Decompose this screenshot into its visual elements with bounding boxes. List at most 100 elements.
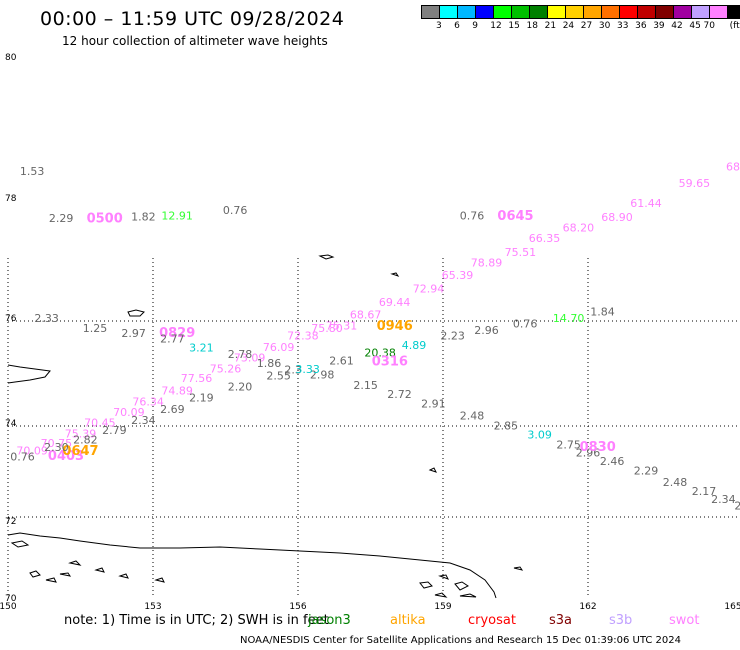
legend-item-cryosat: cryosat bbox=[468, 613, 516, 628]
wave-height-value: 68.20 bbox=[563, 222, 595, 235]
wave-height-value: 14.70 bbox=[553, 312, 585, 325]
wave-height-value: 2.34 bbox=[711, 493, 736, 506]
note-text: note: 1) Time is in UTC; 2) SWH is in fe… bbox=[64, 613, 329, 628]
wave-height-value: 2.30 bbox=[44, 441, 69, 454]
coastline-segment bbox=[59, 572, 72, 577]
lat-label: 76 bbox=[5, 314, 17, 324]
wave-height-value: 2.61 bbox=[329, 354, 354, 367]
wave-height-value: 68.90 bbox=[601, 211, 633, 224]
wave-height-value: 70.45 bbox=[84, 417, 116, 430]
wave-height-value: 2.96 bbox=[474, 324, 499, 337]
wave-height-value: 3.33 bbox=[295, 363, 320, 376]
wave-height-value: 2.82 bbox=[73, 433, 98, 446]
wave-height-value: 77.56 bbox=[181, 372, 213, 385]
colorbar-tick-label: 9 bbox=[472, 21, 478, 31]
wave-height-value: 1.84 bbox=[590, 306, 615, 319]
wave-height-value: 66.35 bbox=[529, 232, 561, 245]
pass-time-label: 0403 bbox=[48, 449, 84, 464]
legend-item-s3a: s3a bbox=[549, 613, 573, 628]
colorbar-tick-label: 3 bbox=[436, 21, 442, 31]
lon-label: 159 bbox=[434, 602, 451, 612]
lon-label: 153 bbox=[144, 602, 161, 612]
colorbar-tick-label: 70 bbox=[703, 21, 715, 31]
wave-height-value: 2.20 bbox=[228, 380, 253, 393]
wave-height-value: 2.33 bbox=[34, 312, 59, 325]
colorbar-tick-label: 18 bbox=[526, 21, 538, 31]
coastline-segment bbox=[68, 560, 82, 566]
pass-time-label: 0830 bbox=[580, 440, 616, 455]
wave-height-value: 2.55 bbox=[266, 369, 291, 382]
wave-height-value: 12.91 bbox=[161, 209, 193, 222]
wave-height-value: 68 bbox=[726, 161, 740, 174]
colorbar-tick-label: 45 bbox=[689, 21, 701, 31]
wave-height-value: 0.76 bbox=[10, 451, 35, 464]
lon-label: 165 bbox=[724, 602, 740, 612]
wave-height-value: 3.09 bbox=[527, 428, 552, 441]
pass-time-label: 0829 bbox=[159, 326, 195, 341]
wave-height-value: 0.76 bbox=[223, 204, 248, 217]
coastline-segment bbox=[94, 567, 105, 573]
wave-height-value: 2.48 bbox=[663, 476, 688, 489]
graticule bbox=[7, 258, 740, 598]
wave-height-value: 2 bbox=[734, 499, 740, 512]
colorbar-tick-label: 12 bbox=[490, 21, 502, 31]
wave-height-value: 75.51 bbox=[505, 246, 537, 259]
lat-label: 80 bbox=[5, 53, 17, 63]
coastline-segment bbox=[434, 592, 448, 598]
wave-height-value: 2.85 bbox=[494, 420, 519, 433]
lat-label: 72 bbox=[5, 517, 16, 527]
wave-height-value: 76.34 bbox=[132, 395, 164, 408]
colorbar-tick-label: 6 bbox=[454, 21, 460, 31]
wave-height-value: 75.26 bbox=[210, 362, 242, 375]
colorbar-swatch bbox=[727, 5, 740, 19]
wave-height-value: 2.46 bbox=[600, 455, 625, 468]
coastline-segment bbox=[29, 570, 41, 578]
coastline-segment bbox=[390, 272, 400, 277]
wave-height-value: 20.38 bbox=[364, 347, 396, 360]
colorbar-tick-label: 36 bbox=[635, 21, 647, 31]
wave-height-value: 2.3 bbox=[284, 363, 302, 376]
lat-label: 70 bbox=[5, 594, 17, 604]
coastline-segment bbox=[438, 574, 450, 580]
pass-time-label: 0647 bbox=[62, 444, 98, 459]
wave-height-value: 73.09 bbox=[234, 352, 266, 365]
pass-time-label: 0946 bbox=[377, 319, 413, 334]
wave-height-value: 2.96 bbox=[576, 446, 601, 459]
lon-label: 162 bbox=[579, 602, 596, 612]
coastline-segment bbox=[118, 573, 129, 579]
coastline-segment bbox=[45, 577, 57, 583]
wave-height-value: 2.79 bbox=[102, 424, 127, 437]
colorbar-tick-label: 42 bbox=[671, 21, 683, 31]
colorbar-tick-label: 21 bbox=[544, 21, 557, 31]
coastline-segment bbox=[428, 467, 437, 473]
wave-height-value: 70.75 bbox=[41, 437, 73, 450]
wave-height-value: 2.75 bbox=[556, 439, 581, 452]
wave-height-value: 75.80 bbox=[311, 322, 343, 335]
colorbar-tick-label: (ft) bbox=[729, 21, 740, 31]
legend-item-jason3: jason3 bbox=[308, 613, 351, 628]
wave-height-value: 75.31 bbox=[326, 320, 358, 333]
wave-height-value: 2.78 bbox=[228, 348, 253, 361]
wave-height-value: 0.76 bbox=[460, 209, 485, 222]
footer-credit: NOAA/NESDIS Center for Satellite Applica… bbox=[240, 635, 682, 646]
pass-time-label: 0500 bbox=[87, 212, 123, 227]
wave-height-value: 59.65 bbox=[679, 177, 711, 190]
wave-height-value: 4.89 bbox=[402, 339, 427, 352]
lat-label: 78 bbox=[5, 194, 17, 204]
wave-height-value: 1.25 bbox=[83, 322, 108, 335]
wave-height-value: 2.98 bbox=[310, 368, 335, 381]
legend-item-swot: swot bbox=[669, 613, 700, 628]
map-subtitle: 12 hour collection of altimeter wave hei… bbox=[62, 34, 328, 48]
wave-height-value: 78.89 bbox=[471, 256, 503, 269]
coastline-segment bbox=[7, 364, 51, 384]
wave-height-value: 0.76 bbox=[513, 318, 538, 331]
coastline-segment bbox=[459, 593, 477, 598]
wave-height-value: 2.29 bbox=[634, 465, 659, 478]
wave-height-value: 70.09 bbox=[113, 406, 145, 419]
legend-item-s3b: s3b bbox=[609, 613, 633, 628]
colorbar-tick-label: 33 bbox=[617, 21, 629, 31]
lon-label: 150 bbox=[0, 602, 17, 612]
wave-height-value: 72.94 bbox=[413, 282, 445, 295]
wave-height-value: 2.97 bbox=[121, 327, 146, 340]
wave-height-value: 69.44 bbox=[379, 296, 411, 309]
